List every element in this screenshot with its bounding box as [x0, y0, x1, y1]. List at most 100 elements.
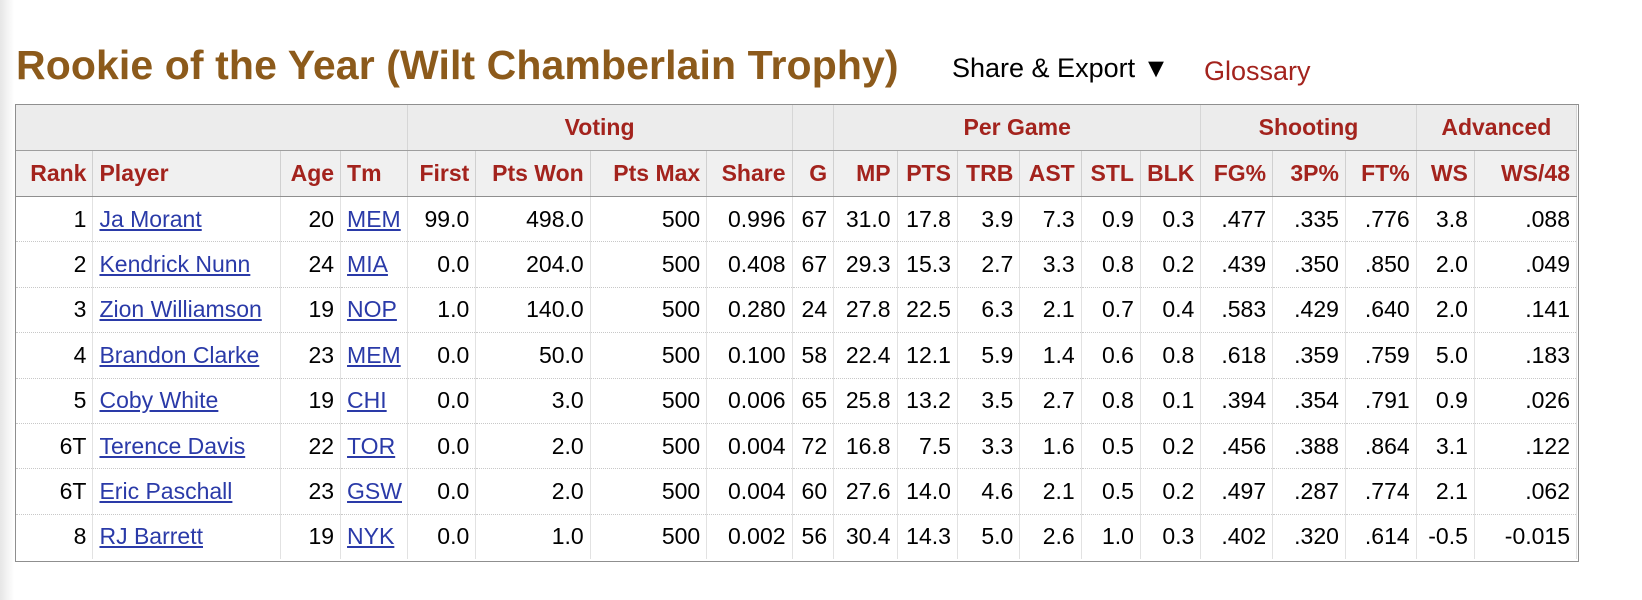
team-cell: MIA [340, 241, 408, 288]
column-header-pts-won[interactable]: Pts Won [475, 150, 591, 197]
cell-ast: 2.1 [1019, 287, 1082, 334]
column-header-player[interactable]: Player [92, 150, 281, 197]
cell-trb: 2.7 [957, 241, 1021, 288]
table-row: 3 Zion Williamson 19 NOP 1.0 140.0 500 0.280 24 2… [16, 287, 1578, 334]
cell-blk: 0.8 [1140, 332, 1202, 379]
glossary-link[interactable]: Glossary [1204, 56, 1311, 86]
cell-ft-pct: .640 [1345, 287, 1417, 334]
cell-fg-pct: .439 [1200, 241, 1274, 288]
cell-pts-won: 204.0 [475, 241, 591, 288]
team-link[interactable]: GSW [347, 478, 402, 505]
cell-blk: 0.1 [1140, 378, 1202, 424]
column-header-pts[interactable]: PTS [897, 150, 958, 197]
group-header-shooting: Shooting [1200, 105, 1417, 151]
cell-g: 56 [792, 514, 835, 560]
team-link[interactable]: NOP [347, 296, 397, 323]
cell-fg-pct: .583 [1200, 287, 1274, 334]
cell-pts-won: 1.0 [475, 514, 591, 560]
column-header-tm[interactable]: Tm [340, 150, 408, 197]
page-title: Rookie of the Year (Wilt Chamberlain Tro… [16, 42, 899, 88]
player-link[interactable]: Terence Davis [99, 432, 246, 459]
player-cell: Ja Morant [92, 196, 281, 243]
cell-ws: 2.0 [1416, 287, 1475, 334]
player-link[interactable]: Coby White [99, 387, 219, 414]
cell-fg-pct: .477 [1200, 196, 1274, 243]
cell-ws-per-48: -0.015 [1474, 514, 1578, 560]
roy-voting-table-container: Voting Per Game Shooting Advanced Rank Playe… [15, 104, 1579, 562]
cell-share: 0.408 [706, 241, 793, 288]
player-link[interactable]: Kendrick Nunn [99, 251, 251, 278]
column-header-rank[interactable]: Rank [16, 150, 94, 197]
cell-rank: 8 [16, 514, 94, 560]
team-cell: GSW [340, 468, 408, 515]
cell-pts-won: 498.0 [475, 196, 591, 243]
team-cell: MEM [340, 332, 408, 379]
team-cell: NOP [340, 287, 408, 334]
cell-pts: 22.5 [897, 287, 958, 334]
cell-age: 19 [280, 287, 342, 334]
column-header-first[interactable]: First [407, 150, 477, 197]
cell-ws: 2.0 [1416, 241, 1475, 288]
cell-trb: 3.9 [957, 196, 1021, 243]
cell-3p-pct: .350 [1272, 241, 1346, 288]
column-group-header-row: Voting Per Game Shooting Advanced [16, 105, 1578, 151]
team-link[interactable]: MEM [347, 341, 401, 368]
column-header-trb[interactable]: TRB [957, 150, 1021, 197]
cell-rank: 5 [16, 378, 94, 424]
column-header-ws[interactable]: WS [1416, 150, 1475, 197]
cell-pts: 7.5 [897, 423, 958, 470]
cell-3p-pct: .287 [1272, 468, 1346, 515]
column-header-pts-max[interactable]: Pts Max [590, 150, 708, 197]
cell-share: 0.996 [706, 196, 793, 243]
team-cell: MEM [340, 196, 408, 243]
cell-mp: 30.4 [833, 514, 898, 560]
player-link[interactable]: Ja Morant [99, 205, 202, 232]
player-link[interactable]: RJ Barrett [99, 523, 203, 550]
cell-mp: 16.8 [833, 423, 898, 470]
cell-blk: 0.3 [1140, 514, 1202, 560]
cell-pts: 14.0 [897, 468, 958, 515]
column-header-stl[interactable]: STL [1081, 150, 1141, 197]
column-header-ft-pct[interactable]: FT% [1345, 150, 1417, 197]
player-link[interactable]: Eric Paschall [99, 478, 233, 505]
column-header-ast[interactable]: AST [1019, 150, 1082, 197]
column-header-3p-pct[interactable]: 3P% [1272, 150, 1346, 197]
column-header-fg-pct[interactable]: FG% [1200, 150, 1274, 197]
group-header-blank [792, 105, 835, 151]
column-header-g[interactable]: G [792, 150, 835, 197]
team-link[interactable]: MEM [347, 205, 401, 232]
cell-ft-pct: .776 [1345, 196, 1417, 243]
cell-ast: 2.1 [1019, 468, 1082, 515]
cell-first: 0.0 [407, 514, 477, 560]
table-row: 4 Brandon Clarke 23 MEM 0.0 50.0 500 0.100 58 22.… [16, 332, 1578, 379]
cell-blk: 0.2 [1140, 241, 1202, 288]
team-link[interactable]: TOR [347, 432, 396, 459]
cell-pts-won: 2.0 [475, 468, 591, 515]
cell-pts: 14.3 [897, 514, 958, 560]
column-header-mp[interactable]: MP [833, 150, 898, 197]
cell-3p-pct: .335 [1272, 196, 1346, 243]
column-header-age[interactable]: Age [280, 150, 342, 197]
table-row: 8 RJ Barrett 19 NYK 0.0 1.0 500 0.002 56 30.4 14.3… [16, 514, 1578, 560]
cell-pts-max: 500 [590, 196, 708, 243]
cell-3p-pct: .354 [1272, 378, 1346, 424]
player-cell: Brandon Clarke [92, 332, 281, 379]
column-header-blk[interactable]: BLK [1140, 150, 1202, 197]
table-row: 2 Kendrick Nunn 24 MIA 0.0 204.0 500 0.408 67 29.… [16, 241, 1578, 288]
player-link[interactable]: Zion Williamson [99, 296, 262, 323]
team-link[interactable]: CHI [347, 387, 387, 414]
cell-ws-per-48: .026 [1474, 378, 1578, 424]
column-header-ws-per-48[interactable]: WS/48 [1474, 150, 1578, 197]
cell-ws-per-48: .049 [1474, 241, 1578, 288]
player-cell: RJ Barrett [92, 514, 281, 560]
share-export-menu[interactable]: Share & Export ▼ [952, 53, 1170, 83]
team-cell: CHI [340, 378, 408, 424]
cell-stl: 0.8 [1081, 241, 1141, 288]
cell-ast: 2.7 [1019, 378, 1082, 424]
cell-g: 60 [792, 468, 835, 515]
cell-rank: 1 [16, 196, 94, 243]
team-link[interactable]: MIA [347, 251, 388, 278]
team-link[interactable]: NYK [347, 523, 395, 550]
player-link[interactable]: Brandon Clarke [99, 341, 260, 368]
column-header-share[interactable]: Share [706, 150, 793, 197]
